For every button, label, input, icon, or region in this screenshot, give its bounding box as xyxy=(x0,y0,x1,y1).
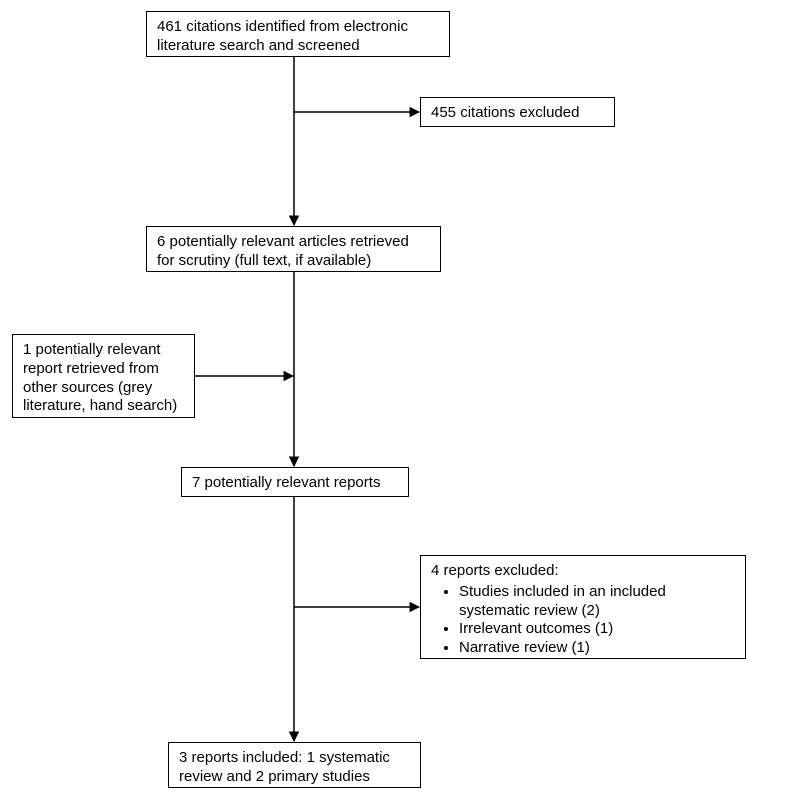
node-citations-excluded: 455 citations excluded xyxy=(420,97,615,127)
node-other-sources: 1 potentially relevant report retrieved … xyxy=(12,334,195,418)
node-bullet-list: Studies included in an included systemat… xyxy=(431,583,735,658)
node-text: 6 potentially relevant articles retrieve… xyxy=(157,233,409,269)
list-item: Irrelevant outcomes (1) xyxy=(459,620,735,639)
node-articles-retrieved: 6 potentially relevant articles retrieve… xyxy=(146,226,441,272)
list-item: Studies included in an included systemat… xyxy=(459,583,735,621)
node-citations-identified: 461 citations identified from electronic… xyxy=(146,11,450,57)
node-text: 455 citations excluded xyxy=(431,104,579,121)
node-text: 1 potentially relevant report retrieved … xyxy=(23,341,177,414)
node-reports-excluded: 4 reports excluded: Studies included in … xyxy=(420,555,746,659)
flowchart-canvas: 461 citations identified from electronic… xyxy=(0,0,800,793)
node-title: 4 reports excluded: xyxy=(431,562,559,579)
node-potentially-relevant-reports: 7 potentially relevant reports xyxy=(181,467,409,497)
node-text: 7 potentially relevant reports xyxy=(192,474,380,491)
node-text: 3 reports included: 1 systematic review … xyxy=(179,749,390,785)
node-reports-included: 3 reports included: 1 systematic review … xyxy=(168,742,421,788)
node-text: 461 citations identified from electronic… xyxy=(157,18,408,54)
list-item: Narrative review (1) xyxy=(459,639,735,658)
